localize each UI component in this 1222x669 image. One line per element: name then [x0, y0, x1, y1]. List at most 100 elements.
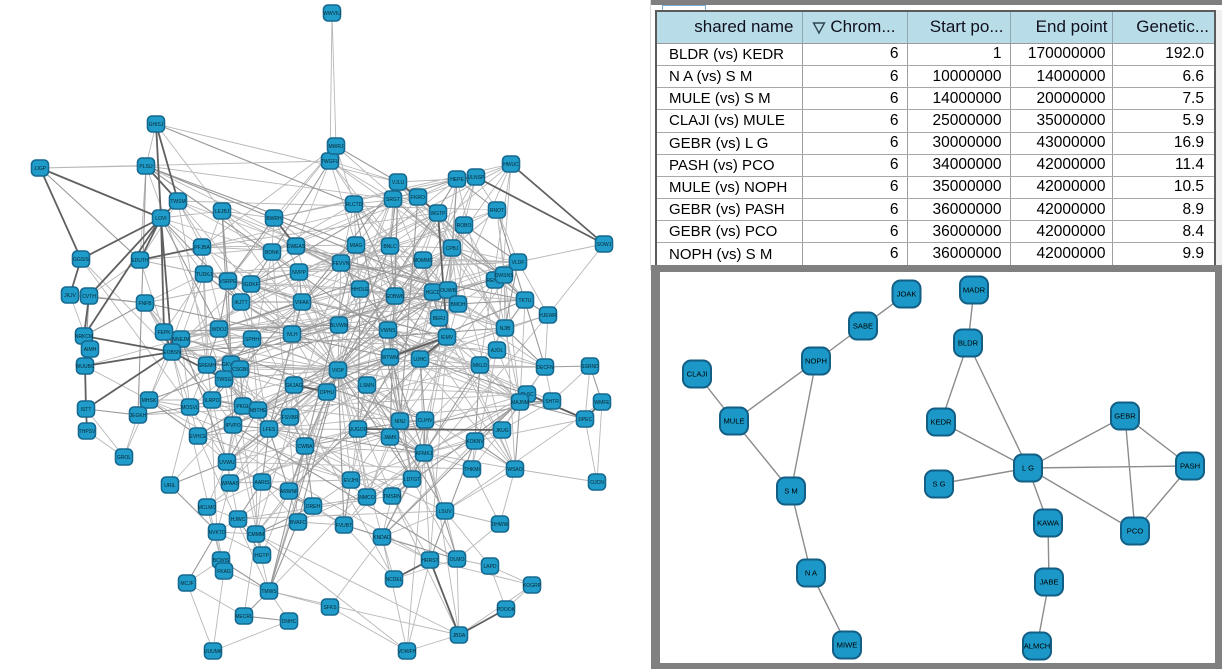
- svg-text:GHISJ: GHISJ: [149, 122, 164, 128]
- svg-text:WMFE: WMFE: [594, 400, 610, 406]
- svg-text:JKJV: JKJV: [64, 293, 76, 299]
- svg-text:MCLMO: MCLMO: [198, 505, 217, 511]
- svg-text:CSGBI: CSGBI: [232, 367, 248, 373]
- svg-text:UUUMK: UUUMK: [204, 649, 223, 655]
- svg-text:NMCO: NMCO: [359, 495, 374, 501]
- svg-text:BNLC: BNLC: [383, 244, 397, 250]
- svg-text:VDWFH: VDWFH: [398, 649, 417, 655]
- svg-text:IPVPO: IPVPO: [225, 423, 240, 429]
- svg-text:LDTGT: LDTGT: [404, 477, 420, 483]
- svg-text:SPHH: SPHH: [245, 337, 259, 343]
- svg-text:WUUBC: WUUBC: [76, 364, 95, 370]
- svg-text:HGTP: HGTP: [255, 553, 270, 559]
- svg-text:OWSNS: OWSNS: [495, 273, 515, 279]
- svg-text:HGCD: HGCD: [426, 290, 441, 296]
- svg-text:UJHC: UJHC: [413, 357, 427, 363]
- svg-text:DWEAS: DWEAS: [287, 244, 306, 250]
- svg-text:TWSG: TWSG: [217, 377, 232, 383]
- svg-text:MECRL: MECRL: [235, 614, 253, 620]
- svg-text:FEVVN: FEVVN: [333, 261, 350, 267]
- svg-text:IGDKF: IGDKF: [243, 282, 258, 288]
- svg-text:NINJ: NINJ: [394, 419, 406, 425]
- svg-text:IKJTT: IKJTT: [234, 300, 247, 306]
- svg-text:MULE: MULE: [723, 417, 744, 426]
- svg-text:DNHC: DNHC: [282, 619, 297, 625]
- svg-text:GEBR: GEBR: [1114, 412, 1136, 421]
- svg-text:HJWC: HJWC: [231, 517, 246, 523]
- svg-text:TKTU: TKTU: [518, 298, 531, 304]
- svg-text:KAWA: KAWA: [1037, 519, 1060, 528]
- svg-text:MIWE: MIWE: [837, 641, 858, 650]
- svg-text:LAPD: LAPD: [483, 564, 496, 570]
- svg-text:WSAO: WSAO: [507, 467, 522, 473]
- svg-text:EOBSN: EOBSN: [163, 350, 181, 356]
- svg-text:FNFB: FNFB: [138, 301, 152, 307]
- svg-text:FKRO: FKRO: [411, 195, 425, 201]
- svg-text:GGSIS: GGSIS: [73, 257, 90, 263]
- svg-text:HJEWR: HJEWR: [539, 313, 557, 319]
- svg-text:MOSVL: MOSVL: [181, 405, 199, 411]
- svg-text:SSRND: SSRND: [581, 364, 599, 370]
- svg-text:VIFAK: VIFAK: [295, 300, 310, 306]
- svg-text:NVPP: NVPP: [292, 270, 306, 276]
- svg-text:S G: S G: [932, 480, 945, 489]
- svg-text:FEPK: FEPK: [157, 330, 171, 336]
- svg-text:OUWB: OUWB: [440, 288, 456, 294]
- svg-text:SHTR: SHTR: [545, 399, 559, 405]
- svg-text:CMMM: CMMM: [248, 532, 264, 538]
- svg-text:EVHCE: EVHCE: [189, 434, 207, 440]
- svg-text:JOAK: JOAK: [897, 290, 917, 299]
- svg-text:JIPEC: JIPEC: [578, 417, 593, 423]
- svg-text:DECFN: DECFN: [536, 365, 554, 371]
- svg-text:JEGKH: JEGKH: [130, 413, 147, 419]
- svg-text:UVWU: UVWU: [219, 460, 235, 466]
- svg-text:BLDR: BLDR: [958, 339, 979, 348]
- svg-text:MWRJ: MWRJ: [329, 144, 344, 150]
- svg-text:AARIS: AARIS: [254, 480, 270, 486]
- svg-text:ILRPO: ILRPO: [204, 398, 219, 404]
- svg-text:FSVBR: FSVBR: [282, 415, 299, 421]
- svg-text:BCWIS: BCWIS: [213, 558, 230, 564]
- svg-text:IEMV: IEMV: [441, 335, 454, 341]
- svg-text:CVTH: CVTH: [82, 294, 96, 300]
- svg-text:LSUV: LSUV: [438, 509, 452, 515]
- svg-text:JABE: JABE: [1040, 578, 1059, 587]
- svg-text:CWBA: CWBA: [298, 444, 314, 450]
- svg-text:KOKNV: KOKNV: [466, 439, 484, 445]
- svg-text:VWNS: VWNS: [381, 328, 397, 334]
- svg-text:ROBO: ROBO: [457, 223, 472, 229]
- svg-text:BVAFC: BVAFC: [290, 520, 307, 526]
- svg-text:DPHU: DPHU: [320, 390, 335, 396]
- svg-text:KEDR: KEDR: [930, 418, 952, 427]
- svg-text:NJIB: NJIB: [500, 326, 512, 332]
- svg-text:FVUBT: FVUBT: [336, 523, 352, 529]
- svg-text:WGTP: WGTP: [431, 211, 447, 217]
- svg-text:DREH: DREH: [306, 504, 321, 510]
- svg-text:KNDAD: KNDAD: [373, 535, 391, 541]
- svg-text:ISTT: ISTT: [81, 407, 92, 413]
- svg-text:LEJBJ: LEJBJ: [215, 209, 230, 215]
- svg-text:S M: S M: [784, 487, 798, 496]
- svg-text:GROL: GROL: [117, 455, 131, 461]
- svg-text:UUGOD: UUGOD: [349, 427, 368, 433]
- svg-text:NBTHE: NBTHE: [250, 408, 268, 414]
- svg-text:URIL: URIL: [164, 483, 176, 489]
- svg-text:SREMH: SREMH: [198, 363, 216, 369]
- svg-text:TWGFU: TWGFU: [321, 159, 340, 165]
- svg-text:PCO: PCO: [1127, 527, 1144, 536]
- svg-text:ARWNF: ARWNF: [280, 489, 298, 495]
- svg-text:HHOLE: HHOLE: [351, 287, 369, 293]
- svg-text:BERJ: BERJ: [433, 316, 446, 322]
- svg-text:TMWS: TMWS: [261, 589, 277, 595]
- svg-text:THKMI: THKMI: [464, 467, 480, 473]
- svg-text:MCJF: MCJF: [180, 581, 193, 587]
- svg-text:AJOL: AJOL: [491, 348, 504, 354]
- svg-text:EDUTH: EDUTH: [131, 258, 149, 264]
- svg-text:GDBWN: GDBWN: [385, 294, 405, 300]
- svg-text:SOWJ: SOWJ: [597, 242, 612, 248]
- svg-text:IVLH: IVLH: [286, 332, 298, 338]
- svg-text:TMSRN: TMSRN: [383, 494, 401, 500]
- svg-text:LFES: LFES: [263, 427, 276, 433]
- svg-text:DHWW: DHWW: [492, 522, 509, 528]
- svg-text:PDOOK: PDOOK: [497, 607, 516, 613]
